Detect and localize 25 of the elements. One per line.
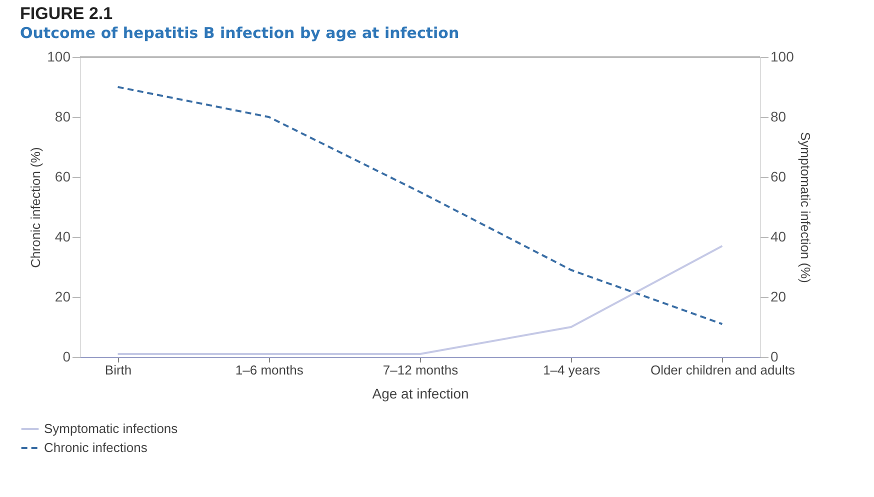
chart-title: FIGURE 2.1 xyxy=(20,4,113,23)
y2-tick-label: 0 xyxy=(770,348,778,364)
y-tick-label: 60 xyxy=(54,168,71,184)
y2-tick-label: 40 xyxy=(770,228,786,244)
x-tick-label: Older children and adults xyxy=(650,362,796,378)
y-tick-label: 0 xyxy=(62,348,71,364)
y2-axis-title: Symptomatic infection (%) xyxy=(798,132,813,283)
chart-subtitle: Outcome of hepatitis B infection by age at infection xyxy=(20,24,460,42)
y2-tick-label: 20 xyxy=(770,288,786,304)
x-tick-label: 1–6 months xyxy=(235,362,304,378)
x-tick-label: 7–12 months xyxy=(382,362,459,378)
x-tick-label: 1–4 years xyxy=(543,362,601,378)
y-tick-label: 40 xyxy=(54,228,71,244)
legend-label: Chronic infections xyxy=(44,440,148,455)
y2-tick-label: 80 xyxy=(770,108,786,124)
y2-tick-label: 100 xyxy=(770,48,794,64)
line-series xyxy=(116,86,724,325)
y-tick-label: 20 xyxy=(54,288,71,304)
x-tick-label: Birth xyxy=(104,362,132,378)
y2-tick-label: 60 xyxy=(770,168,786,184)
legend-label: Symptomatic infections xyxy=(44,421,178,436)
y-axis-title: Chronic infection (%) xyxy=(28,147,44,268)
x-axis-title: Age at infection xyxy=(372,386,469,402)
y-tick-label: 100 xyxy=(47,48,71,64)
y-tick-label: 80 xyxy=(54,108,71,124)
